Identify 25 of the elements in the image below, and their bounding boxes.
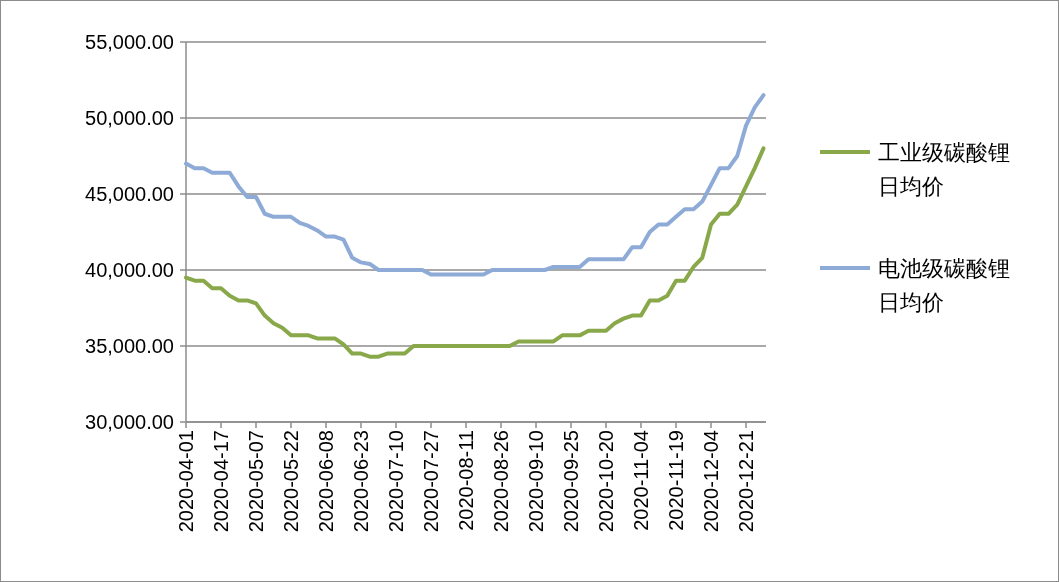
x-tick-label: 2020-05-22 <box>280 430 302 533</box>
x-tick-label: 2020-08-11 <box>455 430 477 531</box>
x-tick-label: 2020-04-01 <box>175 430 197 533</box>
y-tick-label: 50,000.00 <box>85 107 174 129</box>
x-tick-label: 2020-06-08 <box>315 430 337 533</box>
y-tick-label: 35,000.00 <box>85 335 174 357</box>
x-tick-label: 2020-11-19 <box>665 430 687 531</box>
y-tick-label: 55,000.00 <box>85 31 174 53</box>
x-tick-label: 2020-06-23 <box>350 430 372 533</box>
x-tick-label: 2020-11-04 <box>630 430 652 531</box>
x-tick-label: 2020-12-04 <box>700 430 722 533</box>
x-tick-label: 2020-12-21 <box>735 430 757 533</box>
x-tick-label: 2020-09-10 <box>525 430 547 533</box>
legend-label: 电池级碳酸锂日均价 <box>878 255 1010 315</box>
legend-label: 工业级碳酸锂日均价 <box>878 139 1010 199</box>
x-tick-label: 2020-09-25 <box>560 430 582 533</box>
x-tick-label: 2020-08-26 <box>490 430 512 533</box>
x-tick-label: 2020-07-27 <box>420 430 442 533</box>
y-tick-label: 45,000.00 <box>85 183 174 205</box>
y-tick-label: 40,000.00 <box>85 259 174 281</box>
x-tick-label: 2020-05-07 <box>245 430 267 533</box>
y-tick-label: 30,000.00 <box>85 411 174 433</box>
x-tick-label: 2020-10-20 <box>595 430 617 533</box>
x-tick-label: 2020-04-17 <box>210 430 232 533</box>
x-tick-label: 2020-07-10 <box>385 430 407 533</box>
